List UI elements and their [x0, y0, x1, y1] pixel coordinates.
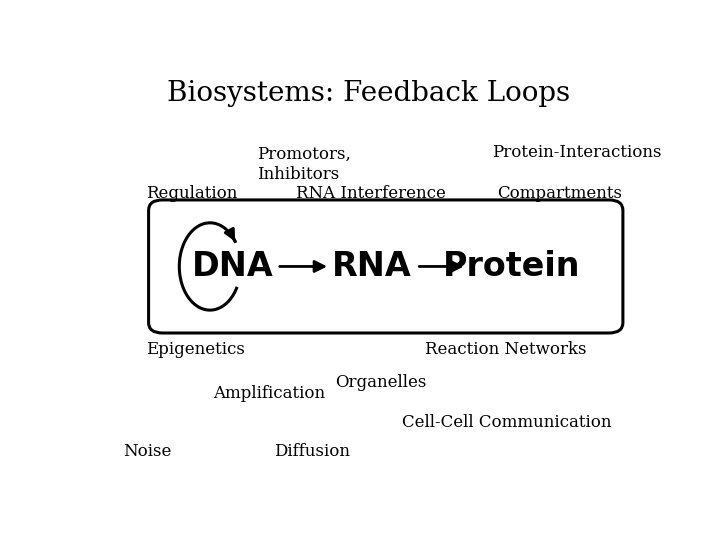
Text: Promotors,
Inhibitors: Promotors, Inhibitors — [258, 146, 351, 183]
Text: Compartments: Compartments — [498, 185, 622, 202]
Text: Amplification: Amplification — [213, 385, 325, 402]
Text: Protein-Interactions: Protein-Interactions — [492, 144, 661, 160]
Text: Cell-Cell Communication: Cell-Cell Communication — [402, 414, 612, 431]
Text: Reaction Networks: Reaction Networks — [425, 341, 586, 358]
Text: Epigenetics: Epigenetics — [145, 341, 245, 358]
Text: Diffusion: Diffusion — [274, 443, 350, 460]
Text: Organelles: Organelles — [336, 374, 427, 392]
Text: Noise: Noise — [124, 443, 172, 460]
Text: Biosystems: Feedback Loops: Biosystems: Feedback Loops — [168, 80, 570, 107]
Text: RNA: RNA — [332, 250, 412, 283]
Text: RNA Interference: RNA Interference — [297, 185, 446, 202]
Text: Protein: Protein — [443, 250, 580, 283]
FancyBboxPatch shape — [148, 200, 623, 333]
Text: DNA: DNA — [192, 250, 273, 283]
Text: Regulation: Regulation — [145, 185, 237, 202]
